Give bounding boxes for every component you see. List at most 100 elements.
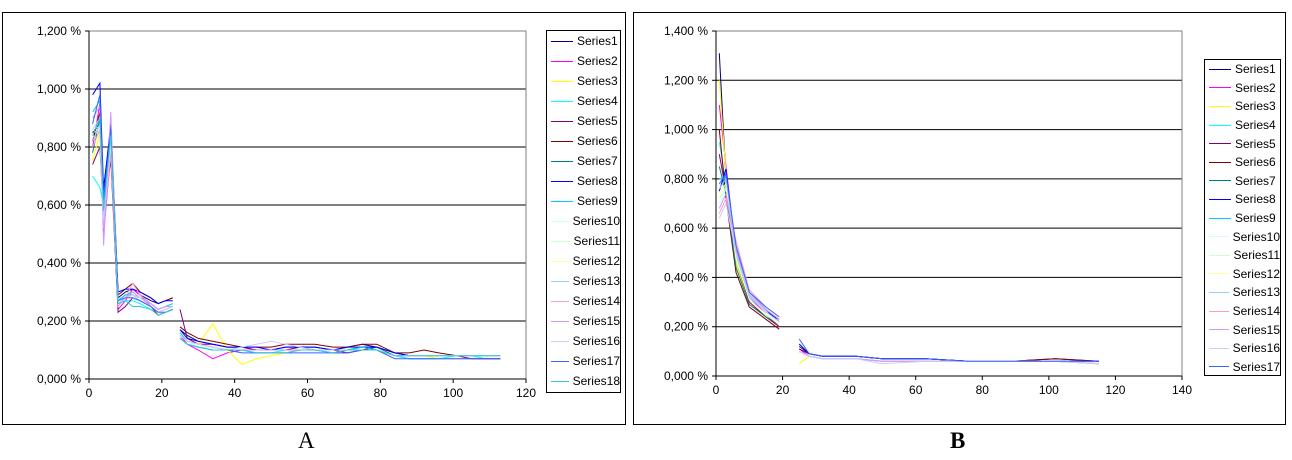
- legend-label: Series13: [1232, 285, 1280, 300]
- legend-item: Series16: [1205, 339, 1280, 358]
- legend-label: Series17: [1232, 359, 1280, 374]
- legend-swatch: [551, 280, 569, 282]
- x-tick-label: 100: [1039, 383, 1059, 397]
- series-segment: [798, 350, 1099, 365]
- legend-item: Series14: [1205, 302, 1280, 321]
- series-segment: [798, 348, 1099, 362]
- series-line-series16: [718, 201, 1099, 365]
- y-tick-label: 1,000 %: [37, 82, 81, 96]
- legend-swatch: [1209, 366, 1229, 368]
- legend-item: Series11: [547, 231, 620, 251]
- y-tick-label: 0,200 %: [37, 314, 81, 328]
- series-segment: [798, 350, 1099, 365]
- series-line-series9: [719, 178, 1099, 365]
- legend-item: Series6: [1205, 153, 1280, 172]
- legend-swatch: [1209, 329, 1229, 331]
- legend-item: Series7: [1205, 172, 1280, 191]
- y-tick-label: 1,200 %: [664, 73, 708, 87]
- x-tick-label: 40: [842, 383, 856, 397]
- legend-item: Series13: [547, 271, 620, 291]
- series-segment: [718, 201, 780, 323]
- legend-swatch: [551, 340, 569, 342]
- legend-swatch: [551, 320, 569, 322]
- legend-swatch: [1209, 87, 1231, 89]
- legend-label: Series16: [1232, 341, 1280, 356]
- series-segment: [798, 350, 1099, 365]
- y-tick-label: 0,400 %: [664, 270, 708, 284]
- series-line-series14: [718, 197, 1099, 365]
- legend-label: Series1: [1235, 62, 1276, 77]
- series-line-series8: [718, 168, 1099, 362]
- x-tick-label: 120: [516, 386, 536, 400]
- series-line-series11: [92, 129, 501, 357]
- legend-label: Series11: [573, 234, 620, 248]
- series-line-series7: [718, 166, 1099, 365]
- legend-swatch: [1209, 124, 1231, 126]
- legend-label: Series5: [577, 114, 618, 128]
- legend-item: Series5: [547, 111, 620, 131]
- legend-swatch: [1209, 291, 1229, 293]
- series-line-series2: [92, 103, 501, 360]
- legend-swatch: [1209, 105, 1231, 107]
- series-line-series10: [718, 186, 1099, 365]
- x-tick-label: 40: [228, 386, 242, 400]
- x-tick-label: 80: [374, 386, 388, 400]
- legend-label: Series9: [577, 194, 618, 208]
- legend-label: Series8: [1235, 192, 1276, 207]
- chart-panel-a: 0,000 % 0,200 % 0,400 % 0,600 % 0,800 % 1,000…: [2, 12, 626, 425]
- legend-swatch: [551, 260, 569, 262]
- chart-a-legend: Series1 Series2 Series3 Series4 Series5 Serie…: [546, 30, 621, 393]
- series-segment: [179, 338, 501, 357]
- legend-swatch: [1209, 347, 1229, 349]
- legend-label: Series10: [572, 214, 620, 228]
- legend-item: Series10: [547, 211, 620, 231]
- legend-swatch: [1209, 273, 1229, 275]
- x-tick-label: 100: [443, 386, 463, 400]
- plot-area: [715, 30, 1183, 377]
- legend-item: Series8: [1205, 190, 1280, 209]
- chart-a-plot: 0,000 % 0,200 % 0,400 % 0,600 % 0,800 % 1,000…: [37, 24, 536, 400]
- legend-label: Series5: [1235, 136, 1276, 151]
- chart-b-legend: Series1 Series2 Series3 Series4 Series5 Serie…: [1204, 59, 1281, 376]
- y-tick-label: 1,400 %: [664, 24, 708, 38]
- legend-label: Series12: [572, 254, 620, 268]
- legend-item: Series3: [1205, 97, 1280, 116]
- series-line-series6: [92, 112, 501, 357]
- legend-swatch: [1209, 217, 1231, 219]
- legend-item: Series9: [1205, 209, 1280, 228]
- x-tick-label: 80: [976, 383, 990, 397]
- series-segment: [92, 104, 173, 310]
- series-line-series9: [92, 98, 501, 357]
- legend-swatch: [551, 240, 570, 242]
- series-segment: [798, 350, 1099, 365]
- legend-label: Series6: [1235, 155, 1276, 170]
- series-segment: [798, 350, 1099, 365]
- series-segment: [798, 338, 1099, 362]
- legend-item: Series1: [547, 31, 620, 51]
- series-line-series12: [92, 135, 501, 357]
- legend-label: Series17: [572, 354, 620, 368]
- legend-item: Series15: [547, 311, 620, 331]
- x-tick-label: 20: [776, 383, 790, 397]
- legend-item: Series2: [1205, 79, 1280, 98]
- legend-item: Series9: [547, 191, 620, 211]
- chart-panel-b: 0,000 % 0,200 % 0,400 % 0,600 % 0,800 % 1,000…: [633, 12, 1286, 425]
- legend-swatch: [551, 40, 573, 42]
- legend-swatch: [1209, 143, 1231, 145]
- legend-label: Series7: [1235, 173, 1276, 188]
- x-tick-label: 140: [1172, 383, 1192, 397]
- legend-label: Series6: [577, 134, 618, 148]
- legend-label: Series15: [572, 314, 620, 328]
- chart-b-plot: 0,000 % 0,200 % 0,400 % 0,600 % 0,800 % 1,000…: [664, 24, 1192, 397]
- legend-swatch: [1209, 198, 1231, 200]
- legend-swatch: [551, 60, 573, 62]
- legend-swatch: [551, 380, 569, 382]
- series-line-series16: [92, 116, 501, 357]
- series-line-series17: [718, 172, 1099, 362]
- series-segment: [798, 350, 1099, 365]
- series-line-series7: [92, 117, 501, 357]
- x-tick-label: 60: [301, 386, 315, 400]
- series-line-series4: [92, 135, 501, 360]
- y-tick-label: 1,200 %: [37, 24, 81, 38]
- legend-label: Series4: [1235, 118, 1276, 133]
